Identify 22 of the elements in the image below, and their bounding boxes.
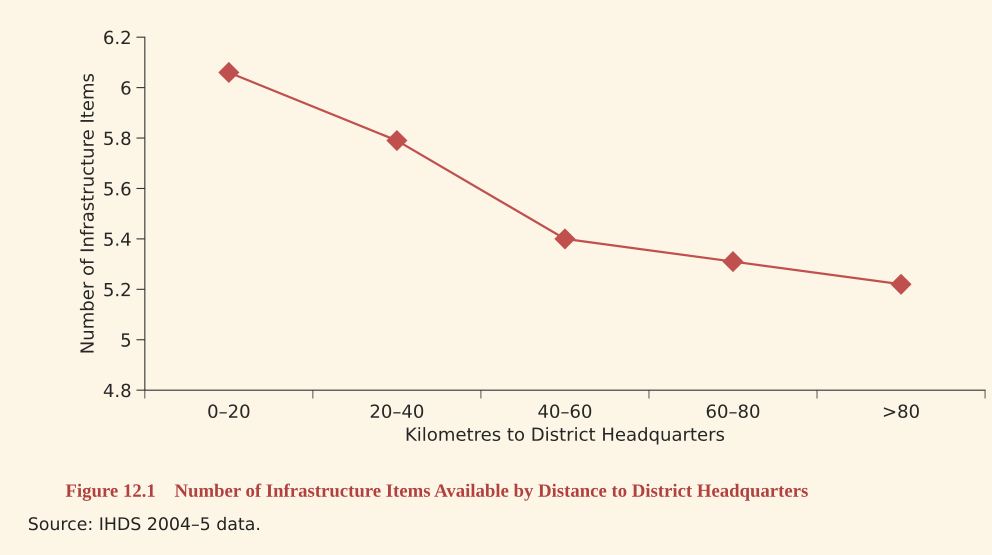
point: [722, 251, 744, 272]
y-tick-label: 6: [121, 81, 130, 95]
point: [890, 274, 912, 295]
text: Figure 12.1 Number of Infrastructure Items Available by Distance to District Headquarters: [66, 484, 808, 501]
x-axis-title: Kilometres to District Headquarters: [406, 427, 724, 445]
y-tick-label: 5.6: [104, 182, 130, 196]
y-tick-label: 6.2: [104, 30, 130, 44]
y-tick-label: 5.8: [104, 131, 130, 146]
point: [386, 130, 408, 151]
y-tick-label: 5: [122, 333, 130, 347]
y-tick-label: 4.8: [104, 384, 130, 398]
x-tick-label: 0–20: [208, 404, 250, 418]
y-axis-title: Number of Infrastructure Items: [80, 74, 94, 352]
y-tick-label: 5.2: [104, 282, 130, 296]
x-tick-label: 40–60: [538, 404, 592, 418]
x-tick-label: 20–40: [370, 404, 424, 418]
y-tick-label: 5.4: [104, 232, 131, 246]
point: [554, 228, 576, 250]
point: [218, 62, 240, 83]
source-note: Source: IHDS 2004–5 data.: [28, 516, 260, 530]
x-tick-label: 60–80: [706, 404, 760, 418]
x-tick-label: >80: [884, 404, 919, 418]
